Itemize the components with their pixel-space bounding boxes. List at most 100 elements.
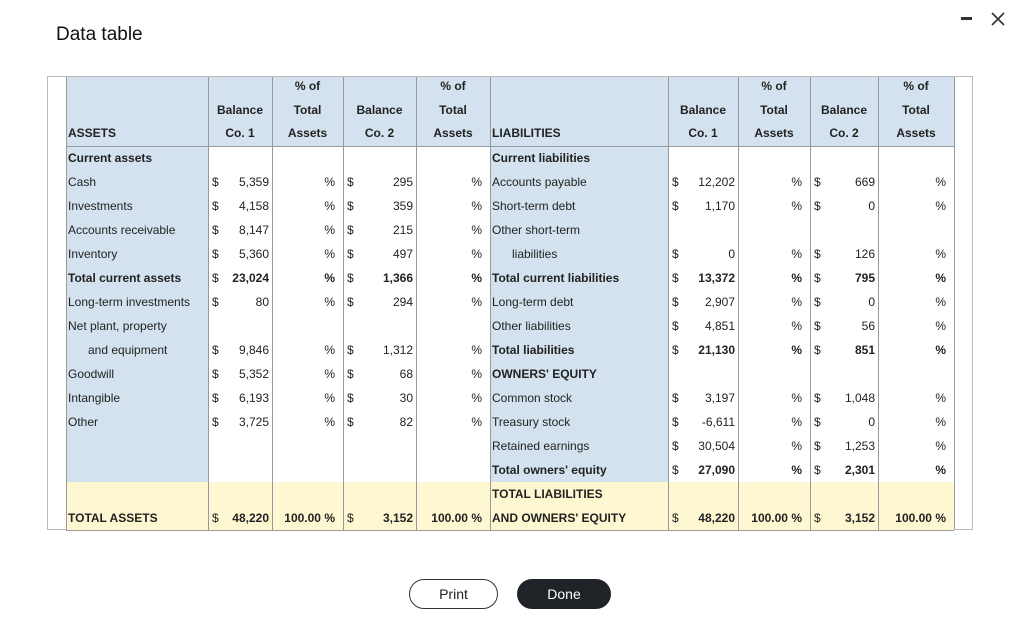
currency-symbol: $: [814, 343, 821, 357]
percent-cell: %: [324, 247, 335, 261]
highlight-row: [490, 506, 954, 530]
balance-value: 3,197: [704, 391, 735, 405]
percent-cell: %: [791, 175, 802, 189]
balance-value: 12,202: [698, 175, 735, 189]
currency-symbol: $: [814, 439, 821, 453]
balance-value: 294: [392, 295, 413, 309]
highlight-row: [490, 482, 954, 506]
balance-value: 497: [392, 247, 413, 261]
balance-value: 8,147: [238, 223, 269, 237]
currency-symbol: $: [814, 247, 821, 261]
currency-symbol: $: [212, 511, 219, 525]
balance-value: 48,220: [698, 511, 735, 525]
percent-cell: %: [324, 343, 335, 357]
close-button[interactable]: [990, 11, 1006, 27]
currency-symbol: $: [212, 367, 219, 381]
percent-cell: %: [324, 415, 335, 429]
percent-cell: %: [935, 319, 946, 333]
percent-cell: %: [935, 199, 946, 213]
percent-cell: %: [935, 343, 946, 357]
done-button[interactable]: Done: [517, 579, 611, 609]
currency-symbol: $: [212, 391, 219, 405]
row-label: Intangible: [68, 391, 121, 405]
percent-cell: %: [324, 223, 335, 237]
balance-value: 1,253: [844, 439, 875, 453]
column-header: Total: [902, 102, 930, 117]
balance-value: 5,359: [238, 175, 269, 189]
header-bg: [66, 77, 490, 146]
balance-value: 80: [255, 295, 269, 309]
balance-value: 27,090: [698, 463, 735, 477]
row-label: TOTAL LIABILITIES: [492, 487, 603, 501]
percent-cell: %: [324, 271, 335, 285]
currency-symbol: $: [672, 319, 679, 333]
currency-symbol: $: [672, 463, 679, 477]
column-header: Balance: [216, 102, 264, 117]
percent-cell: %: [791, 319, 802, 333]
currency-symbol: $: [672, 391, 679, 405]
percent-cell: %: [324, 391, 335, 405]
currency-symbol: $: [347, 295, 354, 309]
balance-value: 1,366: [382, 271, 413, 285]
minimize-button[interactable]: [961, 17, 972, 20]
currency-symbol: $: [814, 199, 821, 213]
percent-cell: %: [471, 271, 482, 285]
table-bottom-line: [490, 530, 954, 531]
percent-cell: %: [791, 295, 802, 309]
percent-cell: %: [471, 367, 482, 381]
row-label: Current liabilities: [492, 151, 591, 165]
balance-value: 13,372: [698, 271, 735, 285]
balance-value: 2,301: [844, 463, 875, 477]
currency-symbol: $: [672, 415, 679, 429]
balance-value: 2,907: [704, 295, 735, 309]
balance-value: 669: [854, 175, 875, 189]
dialog-title: Data table: [56, 24, 143, 45]
percent-cell: %: [791, 463, 802, 477]
column-header: Balance: [820, 102, 868, 117]
percent-cell: 100.00 %: [284, 511, 335, 525]
balance-value: 215: [392, 223, 413, 237]
percent-cell: %: [935, 295, 946, 309]
balance-value: 0: [728, 247, 735, 261]
column-header: ASSETS: [68, 126, 117, 140]
row-label: Investments: [68, 199, 133, 213]
column-line: [810, 77, 811, 530]
label-column-bg: [490, 146, 668, 530]
percent-cell: %: [791, 247, 802, 261]
column-header: % of: [440, 79, 466, 93]
percent-cell: %: [471, 175, 482, 189]
percent-cell: %: [935, 271, 946, 285]
column-line: [66, 77, 67, 530]
highlight-row: [66, 506, 490, 530]
percent-cell: %: [471, 247, 482, 261]
percent-cell: 100.00 %: [751, 511, 802, 525]
percent-cell: %: [471, 295, 482, 309]
currency-symbol: $: [212, 271, 219, 285]
row-label: Other liabilities: [492, 319, 571, 333]
column-header: Assets: [896, 126, 936, 140]
print-button[interactable]: Print: [409, 579, 498, 609]
currency-symbol: $: [347, 367, 354, 381]
column-header: Assets: [433, 126, 473, 140]
balance-value: 0: [868, 199, 875, 213]
column-header: % of: [294, 79, 321, 93]
currency-symbol: $: [814, 511, 821, 525]
balance-value: 126: [854, 247, 875, 261]
column-header: % of: [761, 79, 787, 93]
currency-symbol: $: [814, 271, 821, 285]
row-label: Common stock: [492, 391, 573, 405]
balance-value: 3,725: [238, 415, 269, 429]
column-header: Balance: [679, 102, 727, 117]
balance-value: -6,611: [701, 415, 735, 429]
row-label: liabilities: [512, 247, 558, 261]
row-label: Inventory: [68, 247, 118, 261]
column-header: Total: [439, 102, 467, 117]
column-line: [416, 77, 417, 530]
column-header: Assets: [287, 126, 328, 140]
column-line: [208, 77, 209, 530]
column-line: [343, 77, 344, 530]
balance-value: 4,851: [704, 319, 735, 333]
percent-cell: %: [791, 199, 802, 213]
column-header: Co. 2: [364, 126, 395, 140]
